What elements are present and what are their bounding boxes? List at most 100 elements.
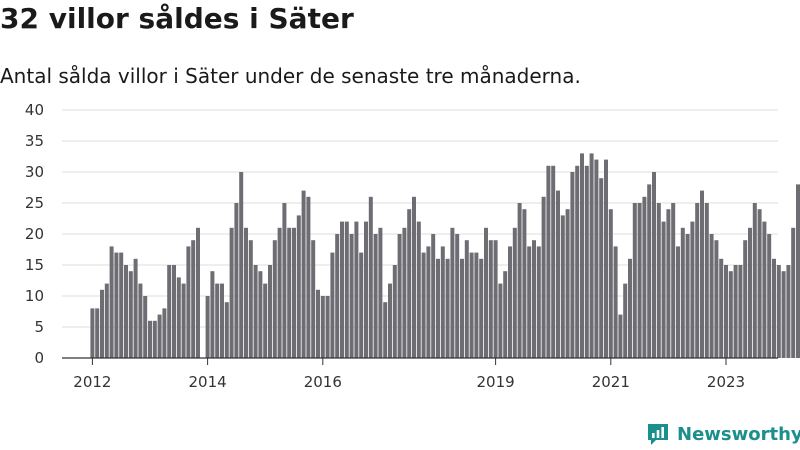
bar bbox=[296, 215, 301, 358]
bar bbox=[584, 165, 589, 358]
bar bbox=[632, 203, 637, 358]
bar bbox=[652, 172, 656, 358]
y-axis-ticks: 0 5 10 15 20 25 30 35 40 bbox=[25, 101, 44, 367]
bar bbox=[282, 203, 287, 358]
bar bbox=[340, 221, 344, 358]
bars bbox=[90, 153, 800, 358]
bar bbox=[551, 165, 556, 358]
bar bbox=[388, 283, 392, 358]
bar bbox=[455, 234, 460, 358]
bar bbox=[757, 209, 762, 358]
bar bbox=[796, 184, 800, 358]
bar bbox=[268, 265, 272, 358]
bar bbox=[325, 296, 330, 358]
bar bbox=[671, 203, 676, 358]
bar bbox=[421, 252, 426, 358]
bar bbox=[493, 240, 498, 358]
bar bbox=[594, 159, 599, 358]
bar bbox=[503, 271, 508, 358]
bar bbox=[330, 252, 335, 358]
bar bbox=[258, 271, 263, 358]
bar bbox=[373, 234, 378, 358]
bar bbox=[162, 308, 167, 358]
x-tick-label: 2021 bbox=[592, 373, 630, 391]
bar bbox=[392, 265, 397, 358]
bar-chart: 0 5 10 15 20 25 30 35 40 2012 2014 2016 2019 2021 202… bbox=[25, 101, 800, 391]
bar bbox=[488, 240, 493, 358]
bar bbox=[234, 203, 239, 358]
bar bbox=[517, 203, 522, 358]
bar bbox=[560, 215, 565, 358]
bar bbox=[440, 246, 445, 358]
bar bbox=[536, 246, 541, 358]
bar bbox=[527, 246, 532, 358]
bar bbox=[575, 165, 580, 358]
bar bbox=[714, 240, 719, 358]
bar bbox=[253, 265, 258, 358]
bar bbox=[90, 308, 95, 358]
bar bbox=[786, 265, 791, 358]
bar bbox=[628, 258, 632, 358]
bar bbox=[498, 283, 503, 358]
bar bbox=[210, 271, 215, 358]
bar bbox=[642, 196, 647, 358]
bar bbox=[292, 227, 296, 358]
bar bbox=[239, 172, 244, 358]
bar bbox=[589, 153, 594, 358]
bar bbox=[743, 240, 748, 358]
bar bbox=[623, 283, 628, 358]
bar bbox=[191, 240, 196, 358]
bar bbox=[181, 283, 186, 358]
bar bbox=[580, 153, 584, 358]
bar bbox=[618, 314, 623, 358]
bar bbox=[522, 209, 527, 358]
bar bbox=[666, 209, 671, 358]
newsworthy-brand: Newsworthy bbox=[645, 420, 800, 448]
bar bbox=[378, 227, 383, 358]
bar bbox=[460, 258, 464, 358]
bar bbox=[359, 252, 364, 358]
chart-title: 32 villor såldes i Säter bbox=[0, 2, 354, 35]
bar bbox=[791, 227, 796, 358]
bar bbox=[124, 265, 128, 358]
bar bbox=[450, 227, 455, 358]
bar bbox=[119, 252, 124, 358]
bar bbox=[656, 203, 661, 358]
bar bbox=[484, 227, 488, 358]
bar bbox=[532, 240, 536, 358]
bar bbox=[445, 258, 450, 358]
bar bbox=[508, 246, 512, 358]
bar bbox=[608, 209, 613, 358]
bar bbox=[114, 252, 119, 358]
bar bbox=[772, 258, 776, 358]
bar bbox=[383, 302, 388, 358]
bar bbox=[700, 190, 704, 358]
bar bbox=[599, 178, 604, 358]
x-tick-label: 2016 bbox=[304, 373, 342, 391]
bar bbox=[143, 296, 148, 358]
bar bbox=[128, 271, 133, 358]
bar bbox=[152, 320, 157, 358]
y-tick-label: 15 bbox=[25, 256, 44, 274]
bar bbox=[349, 234, 354, 358]
bar bbox=[186, 246, 191, 358]
bar bbox=[215, 283, 220, 358]
bar bbox=[695, 203, 700, 358]
x-tick-label: 2023 bbox=[707, 373, 745, 391]
bar bbox=[301, 190, 306, 358]
bar bbox=[335, 234, 340, 358]
bar bbox=[690, 221, 695, 358]
bar bbox=[104, 283, 109, 358]
bar bbox=[316, 289, 320, 358]
bar bbox=[148, 320, 152, 358]
bar bbox=[709, 234, 714, 358]
chart-subtitle: Antal sålda villor i Säter under de sena… bbox=[0, 64, 581, 88]
brand-name: Newsworthy bbox=[677, 423, 800, 445]
bar bbox=[613, 246, 618, 358]
bar bbox=[272, 240, 277, 358]
bar bbox=[95, 308, 100, 358]
y-tick-label: 20 bbox=[25, 225, 44, 243]
bar bbox=[220, 283, 224, 358]
bar bbox=[138, 283, 143, 358]
bar bbox=[167, 265, 172, 358]
